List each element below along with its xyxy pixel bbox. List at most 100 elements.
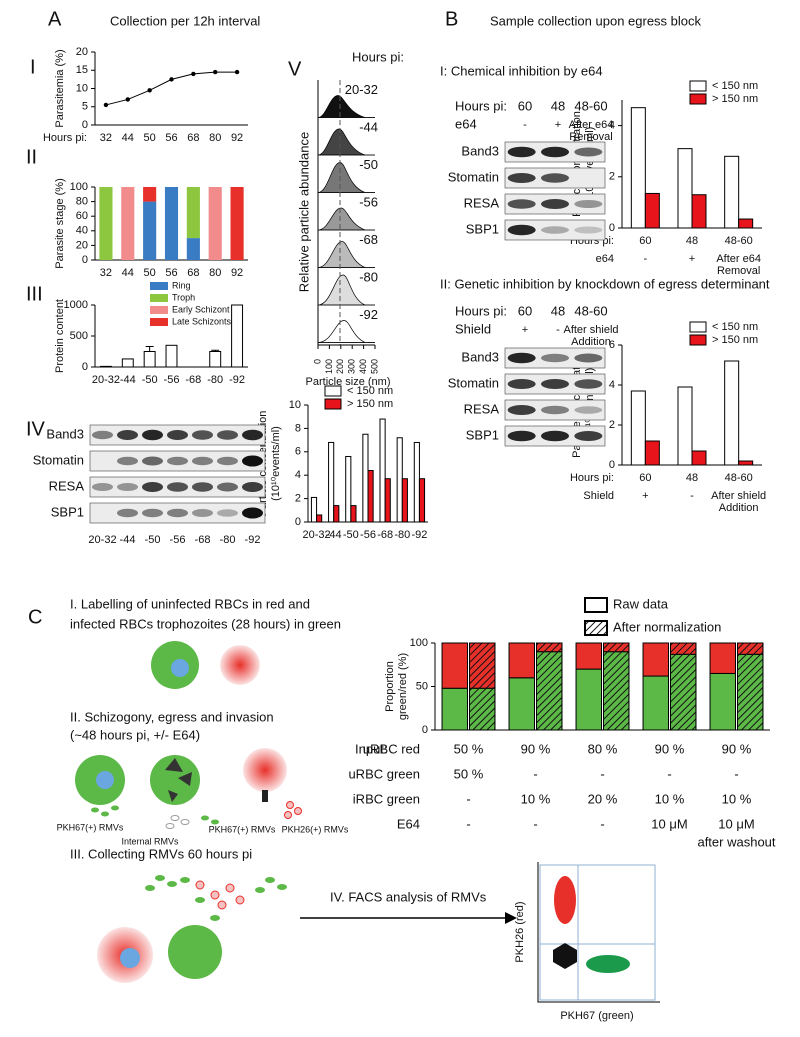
- legend-swatch: [584, 620, 608, 636]
- header-label: Hours pi:: [455, 98, 507, 113]
- density-label: -68: [359, 232, 378, 247]
- roman: III: [26, 283, 43, 305]
- row-cell: -: [523, 119, 527, 131]
- blot-band: [541, 199, 569, 209]
- y-tick-label: 80: [76, 196, 88, 208]
- row-label: E64: [397, 816, 420, 831]
- density-label: -44: [359, 119, 378, 134]
- blot-band: [217, 456, 238, 466]
- rmv-label: PKH26(+) RMVs: [282, 824, 349, 834]
- y-tick-label: 0: [82, 254, 88, 266]
- lane-label: -56: [170, 534, 186, 546]
- roman: II: [26, 146, 37, 168]
- blot-band: [507, 173, 536, 183]
- row-cell: -: [643, 253, 647, 265]
- row-label: uRBC green: [348, 766, 420, 781]
- blot-band: [142, 456, 163, 466]
- bar: [379, 418, 386, 523]
- bar: [677, 148, 693, 229]
- bar: [677, 386, 693, 466]
- bar: [350, 505, 357, 523]
- legend-label: Ring: [172, 280, 191, 290]
- y-axis-label: Protein content: [54, 299, 66, 373]
- table-cell: 10 %: [722, 791, 752, 806]
- table-cell: 50 %: [454, 766, 484, 781]
- error-bar: [145, 346, 154, 352]
- y-tick-label: 2: [609, 419, 615, 431]
- bar: [99, 365, 112, 368]
- legend-label: > 150 nm: [347, 398, 393, 410]
- x-tick-label: 48: [686, 472, 698, 484]
- lane-label: -44: [120, 534, 136, 546]
- density-trace: [317, 320, 375, 343]
- step-text: II. Schizogony, egress and invasion: [70, 709, 274, 724]
- x-tick-label: -92: [411, 529, 427, 541]
- x-tick-label: 50: [144, 267, 156, 279]
- density-label: 20-32: [345, 82, 378, 97]
- row-label: Shield: [455, 321, 491, 336]
- bar: [367, 470, 374, 523]
- x-tick-label: 32: [100, 132, 112, 144]
- blot-band: [507, 199, 536, 209]
- legend-swatch: [150, 294, 168, 302]
- blot-band: [142, 429, 163, 441]
- step-text: IV. FACS analysis of RMVs: [330, 889, 487, 904]
- blot-band: [242, 482, 263, 492]
- blot-band: [92, 430, 113, 440]
- x-tick-label: 80: [209, 267, 221, 279]
- protein-label: Band3: [46, 426, 84, 441]
- density-trace: [317, 128, 375, 156]
- x-tick-label: 68: [187, 267, 199, 279]
- blot-band: [217, 430, 238, 440]
- density-label: -50: [359, 157, 378, 172]
- roman: I: [30, 56, 36, 78]
- row-cell: After shield: [711, 490, 766, 502]
- bar-segment: [575, 668, 602, 731]
- panel-letter: B: [445, 8, 458, 30]
- row-cell: -: [690, 490, 694, 502]
- blot-band: [192, 456, 213, 466]
- sub-title: II: Genetic inhibition by knockdown of e…: [440, 276, 770, 291]
- row-cell: +: [522, 324, 528, 336]
- blot-band: [541, 405, 569, 415]
- bar-segment: [208, 187, 222, 260]
- bar: [630, 107, 646, 229]
- blot-band: [574, 226, 603, 234]
- bar-segment: [164, 187, 179, 260]
- x-tick-label: -68: [185, 374, 201, 386]
- x-tick-label: -50: [343, 529, 359, 541]
- y-tick-label: 0: [295, 516, 301, 528]
- y-tick-label: 10: [289, 399, 301, 411]
- legend-label: < 150 nm: [347, 385, 393, 397]
- blot-band: [507, 224, 536, 236]
- blot-band: [574, 147, 603, 157]
- blot-band: [142, 508, 163, 518]
- row-cell: Addition: [719, 502, 759, 514]
- y-tick-label: 0: [609, 459, 615, 471]
- legend-swatch: [150, 282, 168, 290]
- y-tick-label: 0: [609, 222, 615, 234]
- bar: [362, 433, 369, 523]
- density-trace: [317, 207, 375, 231]
- bar-segment: [441, 687, 469, 731]
- legend-label: After normalization: [613, 619, 721, 634]
- legend-swatch: [689, 321, 707, 333]
- blot-band: [507, 430, 536, 442]
- blot-band: [242, 429, 263, 441]
- blot-band: [541, 430, 569, 442]
- legend-swatch: [324, 398, 342, 410]
- bar: [644, 440, 660, 466]
- legend-label: Late Schizonts: [172, 316, 232, 326]
- y-tick-label: 100: [70, 181, 88, 193]
- legend-label: > 150 nm: [712, 334, 758, 346]
- hatch: [670, 642, 697, 731]
- y-axis-label: green/red (%): [397, 653, 409, 720]
- rmv-label: PKH67(+) RMVs: [209, 824, 276, 834]
- protein-label: SBP1: [51, 504, 84, 519]
- lane-label: 48-60: [574, 303, 607, 318]
- table-cell: 50 %: [454, 741, 484, 756]
- step-text: I. Labelling of uninfected RBCs in red a…: [70, 596, 310, 611]
- bar: [401, 478, 408, 523]
- y-tick-label: 50: [416, 680, 428, 692]
- blot-band: [574, 406, 603, 414]
